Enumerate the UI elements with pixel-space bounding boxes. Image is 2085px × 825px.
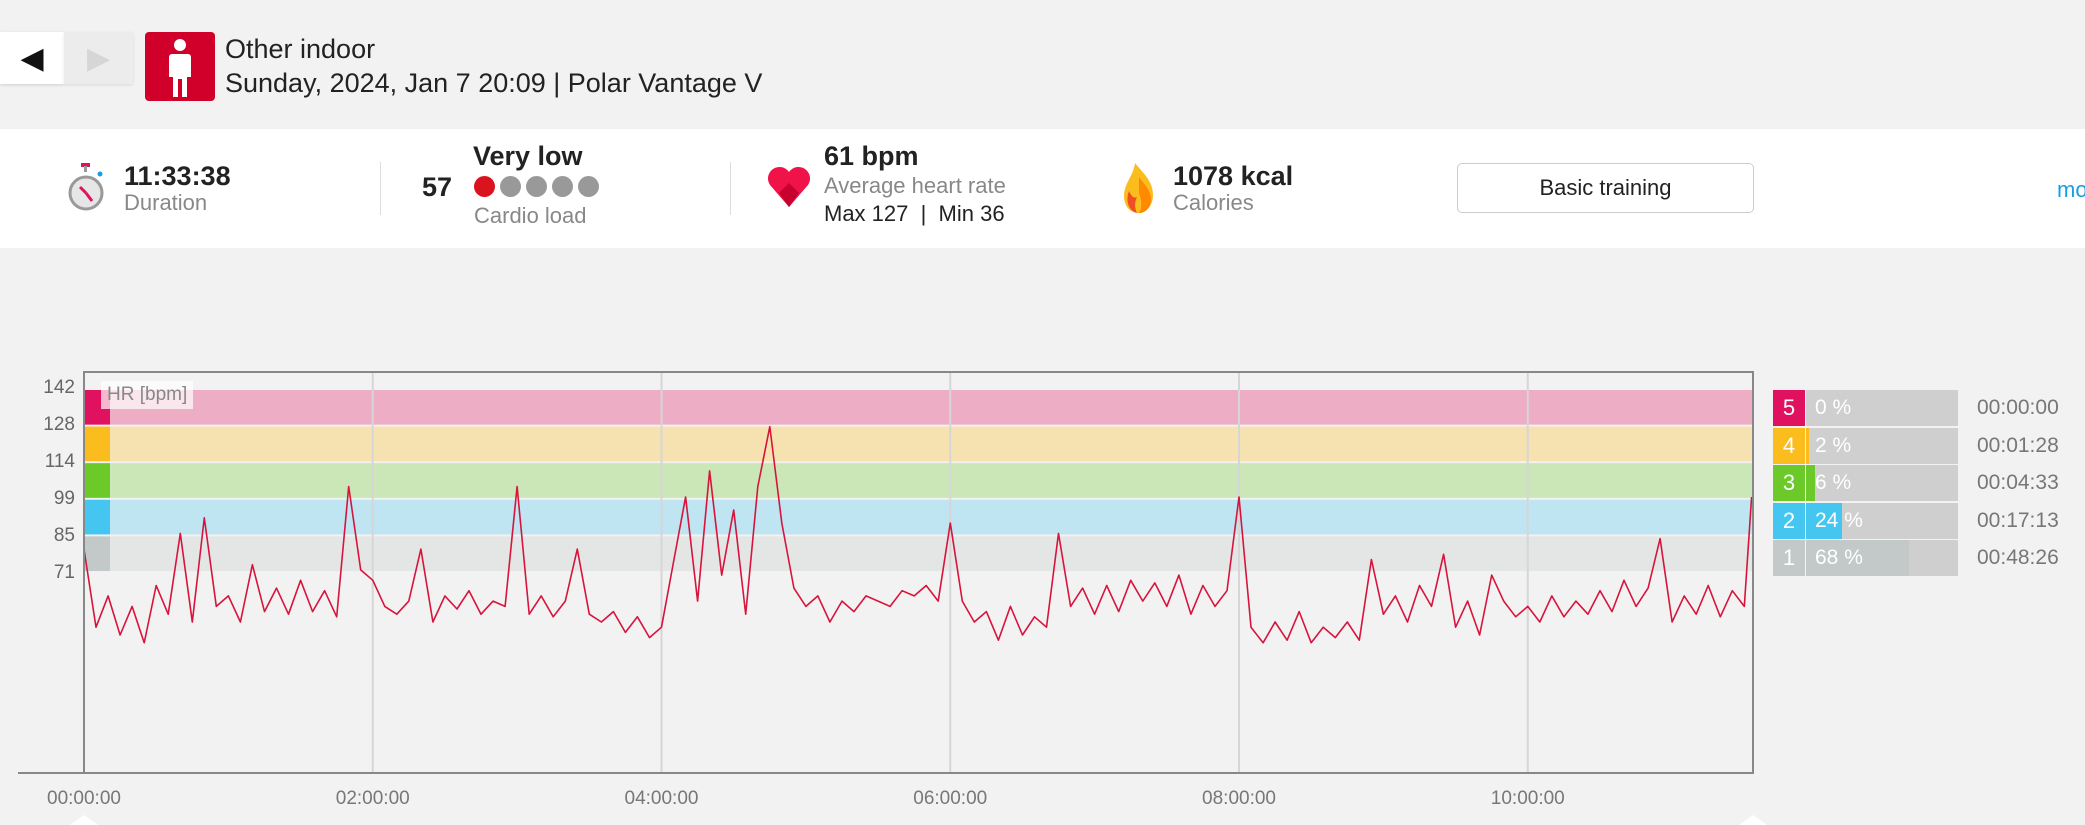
zone-bar: 2 % <box>1806 427 1958 464</box>
summary-bar: 11:33:38 Duration 57 Very low Cardio loa… <box>0 129 2085 248</box>
zone-percent: 0 % <box>1815 396 1852 419</box>
hr-chart[interactable] <box>0 360 1770 825</box>
zone-bar: 6 % <box>1806 465 1958 502</box>
flame-icon <box>1121 163 1157 218</box>
zone-band-5 <box>84 390 1753 425</box>
plot-frame <box>83 371 1754 774</box>
x-tick-label: 04:00:00 <box>624 788 699 809</box>
zone-band-3 <box>84 463 1753 498</box>
zone-swatch-1 <box>84 536 110 571</box>
range-handle-right[interactable] <box>1739 815 1767 825</box>
divider <box>730 162 731 215</box>
chart-title: HR [bpm] <box>101 381 194 409</box>
zone-row-2: 2 24 % <box>1773 502 1958 539</box>
triangle-left-icon: ◀ <box>20 41 44 75</box>
zone-bar: 0 % <box>1806 390 1958 426</box>
zone-band-2 <box>84 499 1753 535</box>
zone-bar-fill <box>1806 465 1816 502</box>
y-tick-label: 71 <box>53 562 75 583</box>
zone-time: 00:01:28 <box>1977 433 2059 457</box>
zone-time: 00:00:00 <box>1977 396 2059 419</box>
dot-empty <box>526 176 547 197</box>
hr-line <box>83 425 1753 644</box>
cardio-load-level: Very low <box>473 141 583 171</box>
session-date-device: Sunday, 2024, Jan 7 20:09 | Polar Vantag… <box>225 68 763 98</box>
avg-hr-value: 61 bpm <box>824 141 919 171</box>
dot-filled <box>474 176 495 197</box>
calories-label: Calories <box>1173 190 1254 215</box>
zone-band-1 <box>84 536 1753 571</box>
zone-number: 5 <box>1773 390 1805 426</box>
sport-name: Other indoor <box>225 34 376 64</box>
range-handle-left[interactable] <box>70 815 98 825</box>
training-benefit-button[interactable]: Basic training <box>1457 163 1754 213</box>
zone-number: 2 <box>1773 502 1805 539</box>
more-link[interactable]: mo <box>2057 177 2085 202</box>
zone-row-1: 1 68 % <box>1773 540 1958 577</box>
zone-row-5: 5 0 % <box>1773 390 1958 426</box>
x-tick-label: 00:00:00 <box>47 788 121 809</box>
zone-bar: 24 % <box>1806 502 1958 539</box>
zone-number: 3 <box>1773 465 1805 502</box>
zone-band-4 <box>84 426 1753 462</box>
zone-number: 1 <box>1773 540 1805 577</box>
zone-swatch-3 <box>84 463 110 498</box>
zone-swatch-4 <box>84 426 110 462</box>
cardio-load-dots <box>474 176 604 202</box>
y-tick-label: 99 <box>53 488 75 509</box>
heart-icon <box>767 165 811 212</box>
zone-row-4: 4 2 % <box>1773 427 1958 464</box>
duration-label: Duration <box>124 190 208 215</box>
x-tick-label: 10:00:00 <box>1490 788 1565 809</box>
zone-bar-fill <box>1806 502 1843 539</box>
dot-empty <box>552 176 573 197</box>
zone-percent: 24 % <box>1815 508 1863 532</box>
next-button[interactable]: ▶ <box>64 32 133 84</box>
zone-bar: 68 % <box>1806 540 1958 577</box>
y-tick-label: 114 <box>44 451 75 472</box>
dot-empty <box>578 176 599 197</box>
duration-value: 11:33:38 <box>124 161 231 191</box>
zone-time: 00:04:33 <box>1977 471 2059 495</box>
cardio-load-label: Cardio load <box>474 203 587 228</box>
zone-time: 00:48:26 <box>1977 546 2059 570</box>
triangle-right-icon: ▶ <box>86 41 111 75</box>
max-min-hr: Max 127 | Min 36 <box>824 201 1005 226</box>
avg-hr-label: Average heart rate <box>824 173 1006 198</box>
y-tick-label: 142 <box>43 377 75 398</box>
zone-percent: 68 % <box>1815 546 1863 570</box>
divider <box>380 162 381 215</box>
dot-empty <box>500 176 521 197</box>
x-tick-label: 02:00:00 <box>335 788 410 809</box>
zone-percent: 6 % <box>1815 471 1852 495</box>
zone-bar-fill <box>1806 540 1910 577</box>
stopwatch-icon <box>68 163 104 218</box>
zone-percent: 2 % <box>1815 433 1852 457</box>
x-tick-label: 06:00:00 <box>913 788 988 809</box>
x-tick-label: 08:00:00 <box>1202 788 1276 809</box>
person-standing-icon <box>145 32 215 101</box>
y-tick-label: 128 <box>43 414 75 435</box>
zone-bar-fill <box>1806 427 1810 464</box>
y-tick-label: 85 <box>53 525 75 546</box>
zone-time: 00:17:13 <box>1977 508 2059 532</box>
cardio-load-score: 57 <box>422 172 453 202</box>
calories-value: 1078 kcal <box>1173 161 1294 191</box>
zone-row-3: 3 6 % <box>1773 465 1958 502</box>
previous-button[interactable]: ◀ <box>0 32 64 84</box>
zone-swatch-2 <box>84 499 110 535</box>
zone-number: 4 <box>1773 427 1805 464</box>
